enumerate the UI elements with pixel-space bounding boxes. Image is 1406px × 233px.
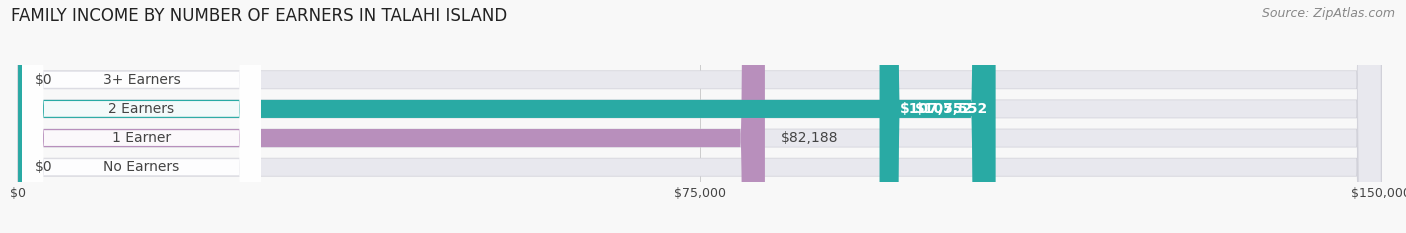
FancyBboxPatch shape	[18, 0, 1381, 233]
FancyBboxPatch shape	[22, 0, 260, 233]
Text: Source: ZipAtlas.com: Source: ZipAtlas.com	[1261, 7, 1395, 20]
Text: 2 Earners: 2 Earners	[108, 102, 174, 116]
FancyBboxPatch shape	[880, 0, 995, 233]
Text: FAMILY INCOME BY NUMBER OF EARNERS IN TALAHI ISLAND: FAMILY INCOME BY NUMBER OF EARNERS IN TA…	[11, 7, 508, 25]
FancyBboxPatch shape	[22, 0, 260, 233]
FancyBboxPatch shape	[22, 0, 260, 233]
FancyBboxPatch shape	[18, 0, 995, 233]
FancyBboxPatch shape	[18, 0, 1381, 233]
Text: 3+ Earners: 3+ Earners	[103, 73, 180, 87]
Text: $107,552: $107,552	[915, 102, 988, 116]
Text: $0: $0	[34, 73, 52, 87]
FancyBboxPatch shape	[18, 0, 1381, 233]
Text: $0: $0	[34, 160, 52, 174]
Text: $82,188: $82,188	[782, 131, 839, 145]
Text: $107,552: $107,552	[900, 102, 973, 116]
Text: No Earners: No Earners	[103, 160, 180, 174]
FancyBboxPatch shape	[22, 0, 260, 233]
FancyBboxPatch shape	[18, 0, 1381, 233]
FancyBboxPatch shape	[18, 0, 765, 233]
Text: 1 Earner: 1 Earner	[112, 131, 172, 145]
